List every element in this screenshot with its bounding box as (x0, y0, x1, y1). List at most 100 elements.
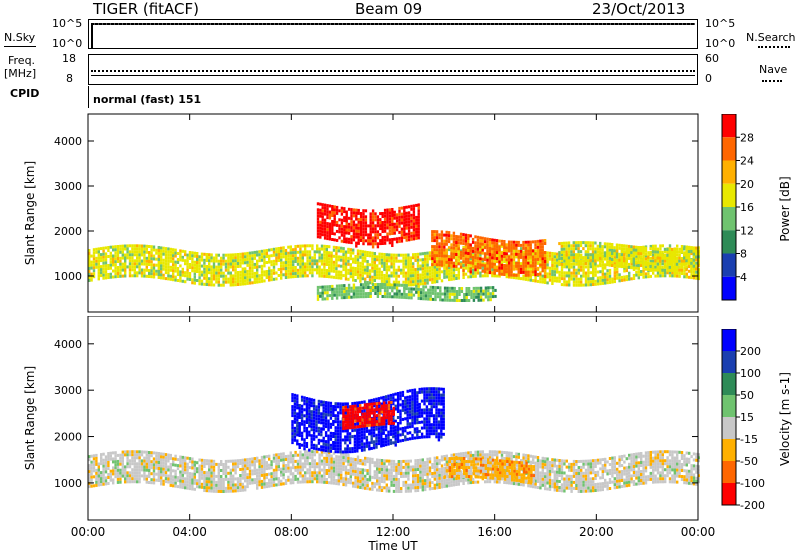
data-cell (467, 293, 471, 296)
data-cell (367, 236, 370, 240)
data-cell (527, 243, 530, 247)
data-cell (422, 288, 425, 292)
data-cell (143, 468, 146, 472)
data-cell (385, 253, 388, 257)
data-cell (109, 272, 112, 276)
data-cell (391, 217, 394, 220)
data-cell (575, 274, 578, 278)
data-cell (133, 480, 136, 484)
data-cell (359, 283, 363, 287)
data-cell (203, 483, 206, 486)
nsearch-tick-bottom: 10^0 (705, 37, 736, 50)
data-cell (481, 248, 484, 252)
data-cell (505, 255, 508, 259)
data-cell (467, 237, 470, 240)
data-cell (263, 273, 266, 277)
data-cell (128, 259, 132, 263)
data-cell (316, 465, 319, 469)
data-cell (491, 244, 494, 248)
data-cell (584, 277, 588, 281)
data-cell (217, 489, 220, 493)
data-cell (563, 271, 566, 275)
data-cell (270, 481, 273, 485)
data-cell (388, 214, 392, 218)
data-cell (260, 273, 264, 277)
data-cell (323, 265, 326, 269)
data-cell (350, 211, 353, 215)
data-cell (627, 244, 631, 248)
data-cell (625, 254, 628, 258)
data-cell (157, 246, 160, 249)
data-cell (200, 282, 204, 286)
data-cell (148, 451, 151, 454)
data-cell (172, 463, 175, 467)
data-cell (546, 275, 549, 279)
data-cell (284, 267, 288, 270)
data-cell (258, 468, 261, 472)
data-cell (635, 266, 638, 270)
data-cell (174, 275, 177, 279)
data-cell (361, 262, 364, 266)
data-cell (676, 274, 679, 278)
data-cell (594, 253, 597, 257)
data-cell (390, 265, 393, 269)
data-cell (215, 253, 218, 257)
data-cell (371, 251, 374, 255)
data-cell (517, 270, 520, 274)
data-cell (164, 256, 168, 260)
data-cell (553, 258, 556, 262)
data-cell (463, 299, 466, 302)
data-cell (369, 286, 372, 289)
data-cell (191, 254, 194, 258)
data-cell (433, 239, 436, 243)
data-cell (603, 251, 607, 255)
data-cell (212, 468, 216, 472)
data-cell (589, 265, 592, 269)
data-cell (596, 270, 600, 274)
data-cell (675, 265, 679, 269)
data-cell (128, 250, 132, 254)
data-cell (364, 256, 367, 260)
data-cell (388, 223, 392, 227)
data-cell (198, 458, 201, 462)
data-cell (162, 464, 165, 468)
data-cell (362, 224, 365, 228)
data-cell (539, 254, 542, 258)
data-cell (328, 210, 332, 214)
data-cell (282, 464, 285, 468)
data-cell (642, 258, 645, 262)
data-cell (210, 283, 213, 287)
data-cell (275, 277, 278, 281)
data-cell (683, 247, 686, 251)
data-cell (232, 280, 235, 284)
data-cell (685, 250, 688, 254)
data-cell (97, 271, 100, 275)
data-cell (620, 256, 623, 260)
data-cell (320, 462, 324, 466)
data-cell (656, 268, 659, 272)
data-cell (575, 253, 578, 257)
data-cell (475, 289, 478, 293)
data-cell (320, 268, 324, 272)
data-cell (304, 477, 307, 481)
data-cell (299, 453, 302, 457)
data-cell (229, 471, 232, 475)
data-cell (579, 256, 583, 260)
data-cell (649, 244, 652, 248)
data-cell (162, 482, 165, 486)
data-cell (584, 280, 588, 284)
data-cell (100, 471, 103, 475)
data-cell (520, 262, 523, 266)
data-cell (191, 475, 194, 479)
data-cell (388, 265, 391, 269)
data-cell (232, 468, 235, 472)
data-cell (354, 255, 357, 258)
data-cell (357, 229, 360, 233)
data-cell (92, 254, 96, 258)
data-cell (373, 258, 376, 261)
data-cell (464, 233, 468, 237)
data-cell (620, 278, 624, 282)
data-cell (572, 250, 575, 254)
data-cell (422, 297, 425, 301)
data-cell (333, 232, 336, 236)
